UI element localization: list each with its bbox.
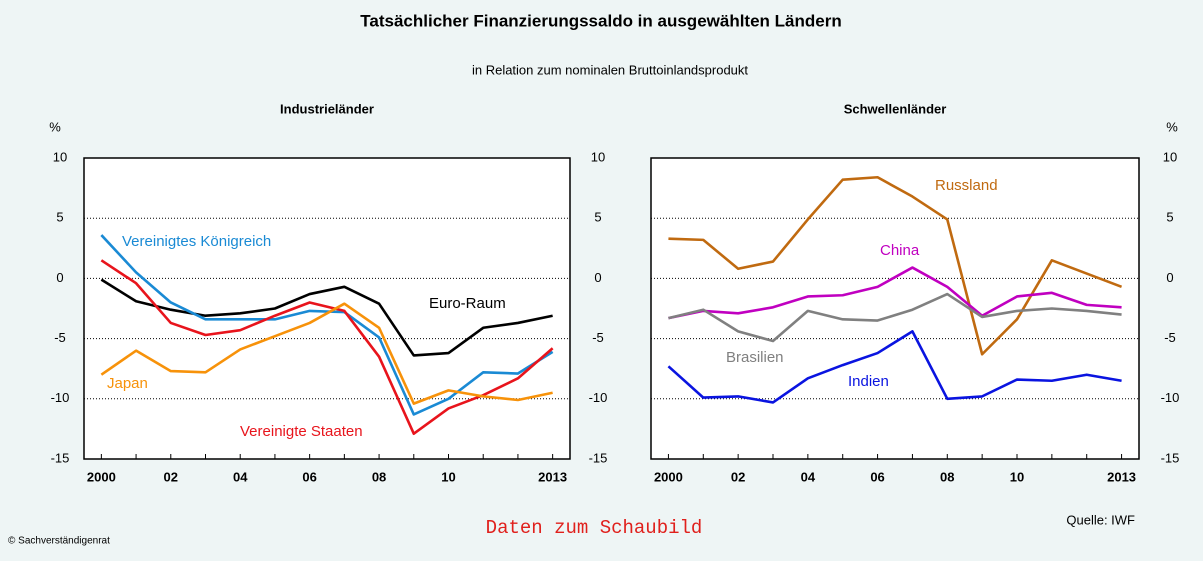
line-series: [100, 259, 554, 436]
series-label: Indien: [848, 373, 889, 390]
series-label: Japan: [107, 375, 148, 392]
y-tick-label: 10: [1163, 149, 1177, 164]
x-tick-label: 04: [801, 469, 816, 484]
y-tick-label: 5: [56, 210, 63, 225]
panel-title: Industrieländer: [280, 101, 374, 116]
x-tick-label: 08: [372, 469, 386, 484]
y-tick-label: -10: [51, 390, 70, 405]
x-tick-label: 2013: [538, 469, 567, 484]
line-series: [668, 266, 1122, 320]
x-tick-label: 10: [1010, 469, 1024, 484]
x-tick-label: 02: [164, 469, 178, 484]
x-tick-label: 06: [870, 469, 884, 484]
y-tick-label: -10: [589, 390, 608, 405]
x-tick-label: 08: [940, 469, 954, 484]
y-tick-label: 0: [56, 270, 63, 285]
series-label: Vereinigtes Königreich: [122, 233, 271, 250]
y-axis-label: %: [49, 119, 61, 134]
y-tick-label: -5: [592, 330, 604, 345]
y-tick-label: 5: [594, 210, 601, 225]
y-tick-label: -15: [1161, 450, 1180, 465]
series-label: Euro-Raum: [429, 295, 506, 312]
y-tick-label: 10: [53, 149, 67, 164]
copyright: © Sachverständigenrat: [8, 536, 110, 547]
line-series: [668, 292, 1122, 343]
y-tick-label: -15: [589, 450, 608, 465]
source: Quelle: IWF: [1066, 512, 1135, 527]
series-label: China: [880, 242, 920, 259]
data-link[interactable]: Daten zum Schaubild: [486, 517, 703, 539]
line-series: [667, 330, 1122, 404]
series-label: Brasilien: [726, 349, 784, 366]
y-tick-label: -5: [1164, 330, 1176, 345]
line-series: [668, 175, 1123, 356]
y-tick-label: 0: [594, 270, 601, 285]
x-tick-label: 2000: [654, 469, 683, 484]
line-series: [100, 278, 553, 357]
panel-title: Schwellenländer: [844, 101, 947, 116]
chart-title: Tatsächlicher Finanzierungssaldo in ausg…: [360, 11, 841, 30]
y-tick-label: 0: [1166, 270, 1173, 285]
chart-subtitle: in Relation zum nominalen Bruttoinlandsp…: [472, 62, 748, 77]
line-series: [100, 302, 553, 405]
series-label: Vereinigte Staaten: [240, 423, 363, 440]
y-tick-label: 10: [591, 149, 605, 164]
x-tick-label: 2013: [1107, 469, 1136, 484]
y-tick-label: -10: [1161, 390, 1180, 405]
y-tick-label: 5: [1166, 210, 1173, 225]
x-tick-label: 02: [731, 469, 745, 484]
x-tick-label: 2000: [87, 469, 116, 484]
x-tick-label: 06: [302, 469, 316, 484]
x-tick-label: 04: [233, 469, 248, 484]
line-series: [100, 234, 554, 416]
y-tick-label: -5: [54, 330, 66, 345]
series-label: Russland: [935, 177, 998, 194]
y-tick-label: -15: [51, 450, 70, 465]
y-axis-label: %: [1166, 119, 1178, 134]
x-tick-label: 10: [441, 469, 455, 484]
